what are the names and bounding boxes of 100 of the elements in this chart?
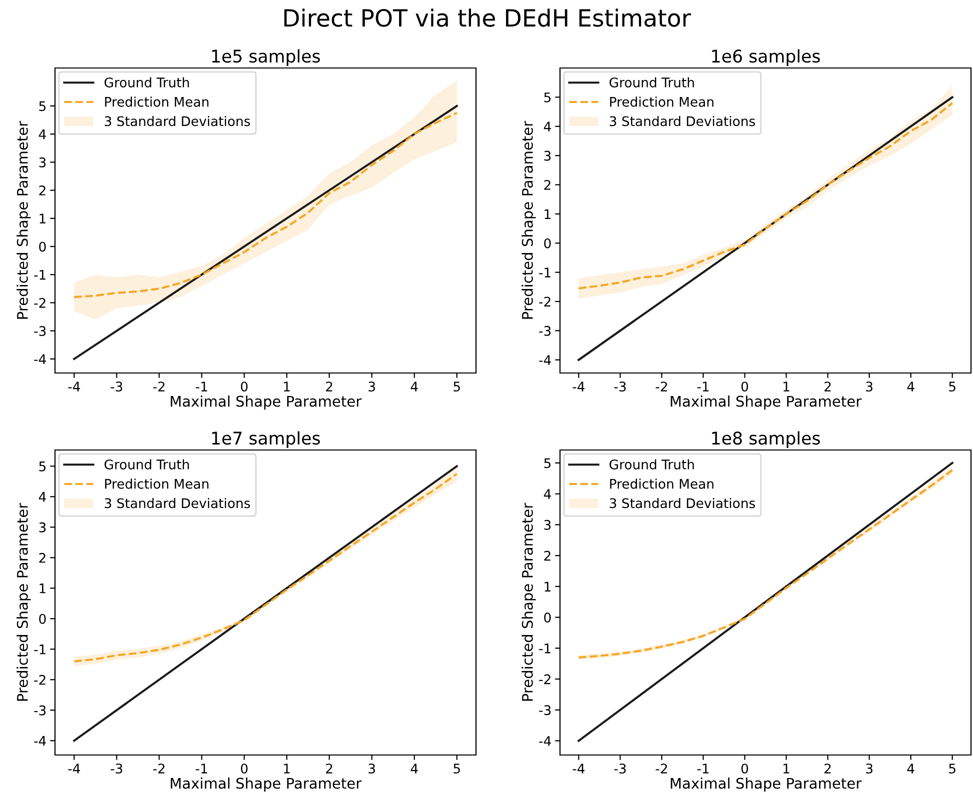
- legend-label: Prediction Mean: [610, 478, 714, 489]
- x-tick-label: 2: [824, 382, 831, 392]
- x-tick-label: -2: [153, 382, 164, 392]
- y-tick-label: 5: [544, 92, 551, 102]
- y-tick-label: 2: [39, 186, 46, 196]
- y-tick-label: 2: [544, 550, 550, 561]
- y-tick-label: 4: [544, 122, 551, 132]
- y-tick-label: -2: [539, 674, 550, 684]
- chart-title: 1e8 samples: [712, 431, 820, 448]
- y-tick-label: 1: [40, 584, 46, 594]
- x-tick-label: 1: [784, 764, 790, 774]
- y-tick-label: 4: [544, 489, 551, 499]
- y-tick-label: 2: [39, 552, 46, 563]
- y-tick-label: -1: [539, 644, 550, 654]
- legend-label: Ground Truth: [104, 77, 189, 88]
- legend-label: Ground Truth: [610, 459, 694, 470]
- y-tick-label: 2: [544, 180, 550, 190]
- x-tick-label: 3: [866, 764, 872, 774]
- y-tick-label: -4: [34, 736, 46, 746]
- y-tick-label: -2: [34, 298, 46, 308]
- chart-title: 1e6 samples: [712, 49, 820, 66]
- x-tick-label: 2: [326, 382, 332, 392]
- chart-title: 1e7 samples: [212, 431, 320, 448]
- x-tick-label: 5: [949, 382, 956, 392]
- x-tick-label: 1: [284, 382, 290, 392]
- x-tick-label: -2: [153, 764, 164, 774]
- x-tick-label: 0: [741, 382, 748, 392]
- x-tick-label: -1: [196, 764, 208, 774]
- y-tick-label: -3: [539, 326, 551, 336]
- y-tick-label: 0: [544, 238, 551, 248]
- y-tick-label: -3: [539, 705, 551, 716]
- x-tick-label: 0: [240, 764, 248, 774]
- x-tick-label: 4: [907, 382, 914, 392]
- y-tick-label: 1: [40, 214, 46, 224]
- x-tick-label: 4: [907, 764, 914, 774]
- y-tick-label: 4: [38, 129, 46, 140]
- x-tick-label: 4: [410, 764, 418, 774]
- line-series: [73, 112, 458, 298]
- y-tick-label: -4: [34, 354, 46, 364]
- x-tick-label: 3: [368, 382, 375, 392]
- x-tick-label: 5: [454, 764, 460, 774]
- chart-title: 1e5 samples: [212, 49, 320, 66]
- legend-label: 3 Standard Deviations: [104, 498, 250, 508]
- y-tick-label: -3: [34, 326, 46, 336]
- x-tick-label: -3: [614, 382, 626, 392]
- x-tick-label: -3: [110, 764, 122, 774]
- y-tick-label: 1: [544, 582, 550, 592]
- x-tick-label: 0: [741, 764, 748, 774]
- y-tick-label: 3: [39, 157, 46, 168]
- legend-label: Prediction Mean: [105, 96, 208, 107]
- x-tick-label: 5: [949, 764, 956, 774]
- y-tick-label: -2: [539, 296, 550, 307]
- legend-label: Ground Truth: [610, 77, 694, 88]
- y-tick-label: 0: [39, 242, 46, 252]
- x-tick-label: 0: [240, 382, 248, 392]
- legend-label: 3 Standard Deviations: [610, 116, 755, 126]
- x-tick-label: -3: [110, 382, 122, 392]
- x-tick-label: -4: [572, 382, 585, 392]
- y-tick-label: 5: [39, 462, 46, 472]
- x-tick-label: 2: [326, 764, 332, 774]
- y-tick-label: 0: [544, 612, 551, 623]
- x-tick-label: 3: [368, 764, 375, 774]
- x-tick-label: 1: [784, 382, 790, 392]
- y-tick-label: -1: [34, 270, 46, 280]
- y-tick-label: -3: [34, 705, 46, 716]
- y-tick-label: -1: [539, 268, 550, 278]
- x-tick-label: 1: [284, 764, 290, 774]
- y-tick-label: 0: [39, 614, 46, 624]
- x-tick-label: -2: [656, 382, 667, 392]
- x-tick-label: -1: [697, 764, 709, 774]
- x-tick-label: 5: [454, 382, 460, 392]
- x-axis-title: Maximal Shape Parameter: [670, 395, 862, 410]
- y-tick-label: -4: [539, 355, 551, 365]
- x-tick-label: -1: [697, 382, 709, 392]
- x-tick-label: -2: [656, 764, 667, 774]
- x-tick-label: -4: [68, 382, 80, 392]
- y-axis-title: Predicted Shape Parameter: [16, 120, 31, 319]
- y-axis-title: Predicted Shape Parameter: [16, 502, 31, 701]
- legend-label: 3 Standard Deviations: [610, 498, 755, 508]
- y-tick-label: -4: [539, 736, 551, 746]
- y-tick-label: -1: [34, 644, 46, 654]
- x-tick-label: 2: [824, 764, 831, 774]
- x-tick-label: -4: [572, 764, 585, 774]
- legend-label: Prediction Mean: [610, 96, 714, 107]
- y-tick-label: -2: [34, 674, 46, 685]
- y-tick-label: 5: [39, 101, 46, 112]
- y-tick-label: 3: [544, 520, 551, 530]
- text: Direct POT via the DEdH Estimator: [284, 8, 691, 27]
- legend-label: Ground Truth: [104, 459, 189, 470]
- x-tick-label: -3: [614, 764, 626, 774]
- x-axis-title: Maximal Shape Parameter: [670, 777, 862, 792]
- x-tick-label: -4: [68, 764, 80, 774]
- legend-label: 3 Standard Deviations: [104, 116, 250, 126]
- x-axis-title: Maximal Shape Parameter: [170, 777, 362, 792]
- legend-label: Prediction Mean: [105, 478, 208, 489]
- y-tick-label: 3: [39, 522, 46, 532]
- x-tick-label: 3: [866, 382, 872, 392]
- y-tick-label: 1: [544, 209, 550, 219]
- y-tick-label: 4: [38, 492, 46, 502]
- x-axis-title: Maximal Shape Parameter: [170, 395, 362, 410]
